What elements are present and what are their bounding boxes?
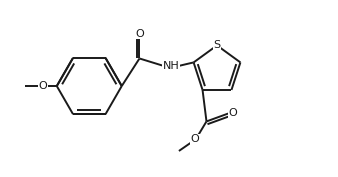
Text: O: O — [135, 29, 144, 39]
Text: NH: NH — [163, 61, 179, 71]
Text: O: O — [39, 81, 47, 91]
Text: O: O — [229, 108, 237, 118]
Text: O: O — [190, 134, 199, 144]
Text: S: S — [214, 40, 221, 50]
